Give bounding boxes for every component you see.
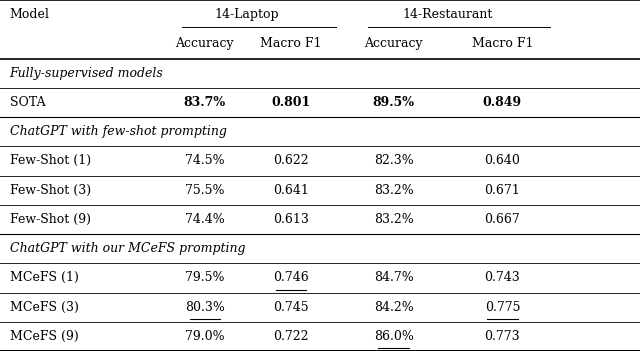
Text: 79.0%: 79.0%: [185, 330, 225, 343]
Text: MCeFS (3): MCeFS (3): [10, 300, 79, 314]
Text: SOTA: SOTA: [10, 96, 45, 109]
Text: 86.0%: 86.0%: [374, 330, 413, 343]
Text: 0.671: 0.671: [484, 184, 520, 197]
Text: Macro F1: Macro F1: [260, 37, 322, 51]
Text: 14-Restaurant: 14-Restaurant: [403, 8, 493, 21]
Text: 74.4%: 74.4%: [185, 213, 225, 226]
Text: 83.7%: 83.7%: [184, 96, 226, 109]
Text: Macro F1: Macro F1: [472, 37, 533, 51]
Text: 82.3%: 82.3%: [374, 154, 413, 167]
Text: 84.7%: 84.7%: [374, 271, 413, 284]
Text: ChatGPT with our MCeFS prompting: ChatGPT with our MCeFS prompting: [10, 242, 245, 255]
Text: 83.2%: 83.2%: [374, 184, 413, 197]
Text: 0.773: 0.773: [484, 330, 520, 343]
Text: 0.667: 0.667: [484, 213, 520, 226]
Text: 0.640: 0.640: [484, 154, 520, 167]
Text: 80.3%: 80.3%: [185, 300, 225, 314]
Text: 0.849: 0.849: [483, 96, 522, 109]
Text: Few-Shot (9): Few-Shot (9): [10, 213, 91, 226]
Text: Few-Shot (3): Few-Shot (3): [10, 184, 91, 197]
Text: Accuracy: Accuracy: [175, 37, 234, 51]
Text: 0.746: 0.746: [273, 271, 309, 284]
Text: 0.743: 0.743: [484, 271, 520, 284]
Text: Accuracy: Accuracy: [364, 37, 423, 51]
Text: Model: Model: [10, 8, 49, 21]
Text: 75.5%: 75.5%: [185, 184, 225, 197]
Text: ChatGPT with few-shot prompting: ChatGPT with few-shot prompting: [10, 125, 227, 138]
Text: 84.2%: 84.2%: [374, 300, 413, 314]
Text: 0.613: 0.613: [273, 213, 309, 226]
Text: MCeFS (1): MCeFS (1): [10, 271, 79, 284]
Text: 14-Laptop: 14-Laptop: [214, 8, 278, 21]
Text: MCeFS (9): MCeFS (9): [10, 330, 78, 343]
Text: 0.641: 0.641: [273, 184, 309, 197]
Text: 0.801: 0.801: [271, 96, 311, 109]
Text: 89.5%: 89.5%: [372, 96, 415, 109]
Text: 74.5%: 74.5%: [185, 154, 225, 167]
Text: 0.622: 0.622: [273, 154, 309, 167]
Text: Fully-supervised models: Fully-supervised models: [10, 67, 163, 80]
Text: 79.5%: 79.5%: [185, 271, 225, 284]
Text: 0.775: 0.775: [484, 300, 520, 314]
Text: Few-Shot (1): Few-Shot (1): [10, 154, 91, 167]
Text: 0.722: 0.722: [273, 330, 309, 343]
Text: 0.745: 0.745: [273, 300, 309, 314]
Text: 83.2%: 83.2%: [374, 213, 413, 226]
